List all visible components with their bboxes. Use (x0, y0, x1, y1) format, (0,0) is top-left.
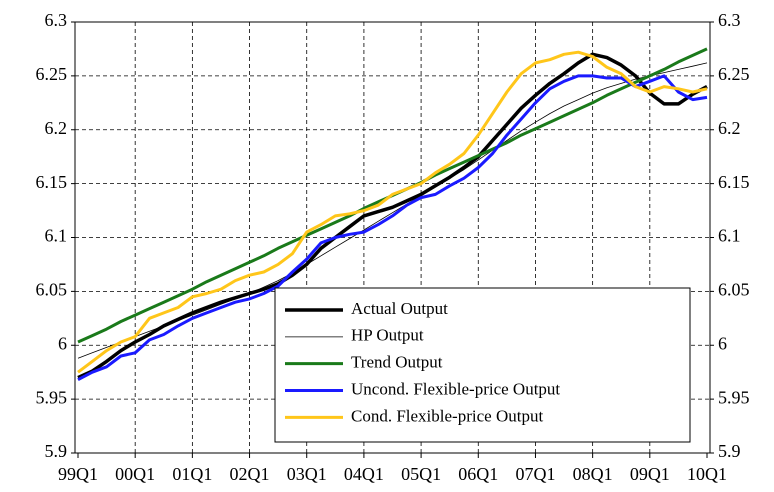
legend-label: Cond. Flexible-price Output (351, 406, 543, 425)
x-tick-label: 06Q1 (458, 464, 498, 484)
series-line (77, 62, 708, 359)
x-tick-label: 99Q1 (58, 464, 98, 484)
x-tick-label: 00Q1 (115, 464, 155, 484)
x-tick-label: 05Q1 (401, 464, 441, 484)
y2-tick-label: 6.25 (718, 64, 750, 84)
series-line (77, 74, 708, 382)
y2-tick-label: 5.95 (718, 387, 750, 407)
y-tick-label: 6.05 (36, 280, 68, 300)
series-line (77, 52, 708, 380)
y-tick-label: 6 (58, 333, 67, 353)
y2-tick-label: 6.2 (718, 118, 741, 138)
y2-tick-label: 6.3 (718, 10, 741, 30)
x-tick-label: 10Q1 (687, 464, 727, 484)
y-tick-label: 6.2 (45, 118, 68, 138)
x-tick-label: 02Q1 (230, 464, 270, 484)
x-tick-label: 09Q1 (630, 464, 670, 484)
x-tick-label: 07Q1 (515, 464, 555, 484)
x-tick-label: 04Q1 (344, 464, 384, 484)
legend-label: Trend Output (351, 353, 443, 372)
y2-tick-label: 6.1 (718, 226, 741, 246)
legend-label: Actual Output (351, 299, 448, 318)
y2-tick-label: 6.15 (718, 172, 750, 192)
legend-box (274, 287, 691, 443)
y-tick-label: 5.95 (36, 387, 68, 407)
x-tick-label: 03Q1 (287, 464, 327, 484)
y-tick-label: 6.15 (36, 172, 68, 192)
series-line (77, 50, 708, 374)
x-tick-label: 08Q1 (573, 464, 613, 484)
legend-label: HP Output (351, 326, 424, 345)
plot-frame (74, 21, 711, 454)
y-tick-label: 6.1 (45, 226, 68, 246)
y2-tick-label: 6 (718, 333, 727, 353)
y-tick-label: 6.25 (36, 64, 68, 84)
y2-tick-label: 5.9 (718, 441, 741, 461)
legend-label: Uncond. Flexible-price Output (351, 379, 560, 398)
y2-tick-label: 6.05 (718, 280, 750, 300)
x-tick-label: 01Q1 (172, 464, 212, 484)
y-tick-label: 5.9 (45, 441, 68, 461)
y-tick-label: 6.3 (45, 10, 68, 30)
